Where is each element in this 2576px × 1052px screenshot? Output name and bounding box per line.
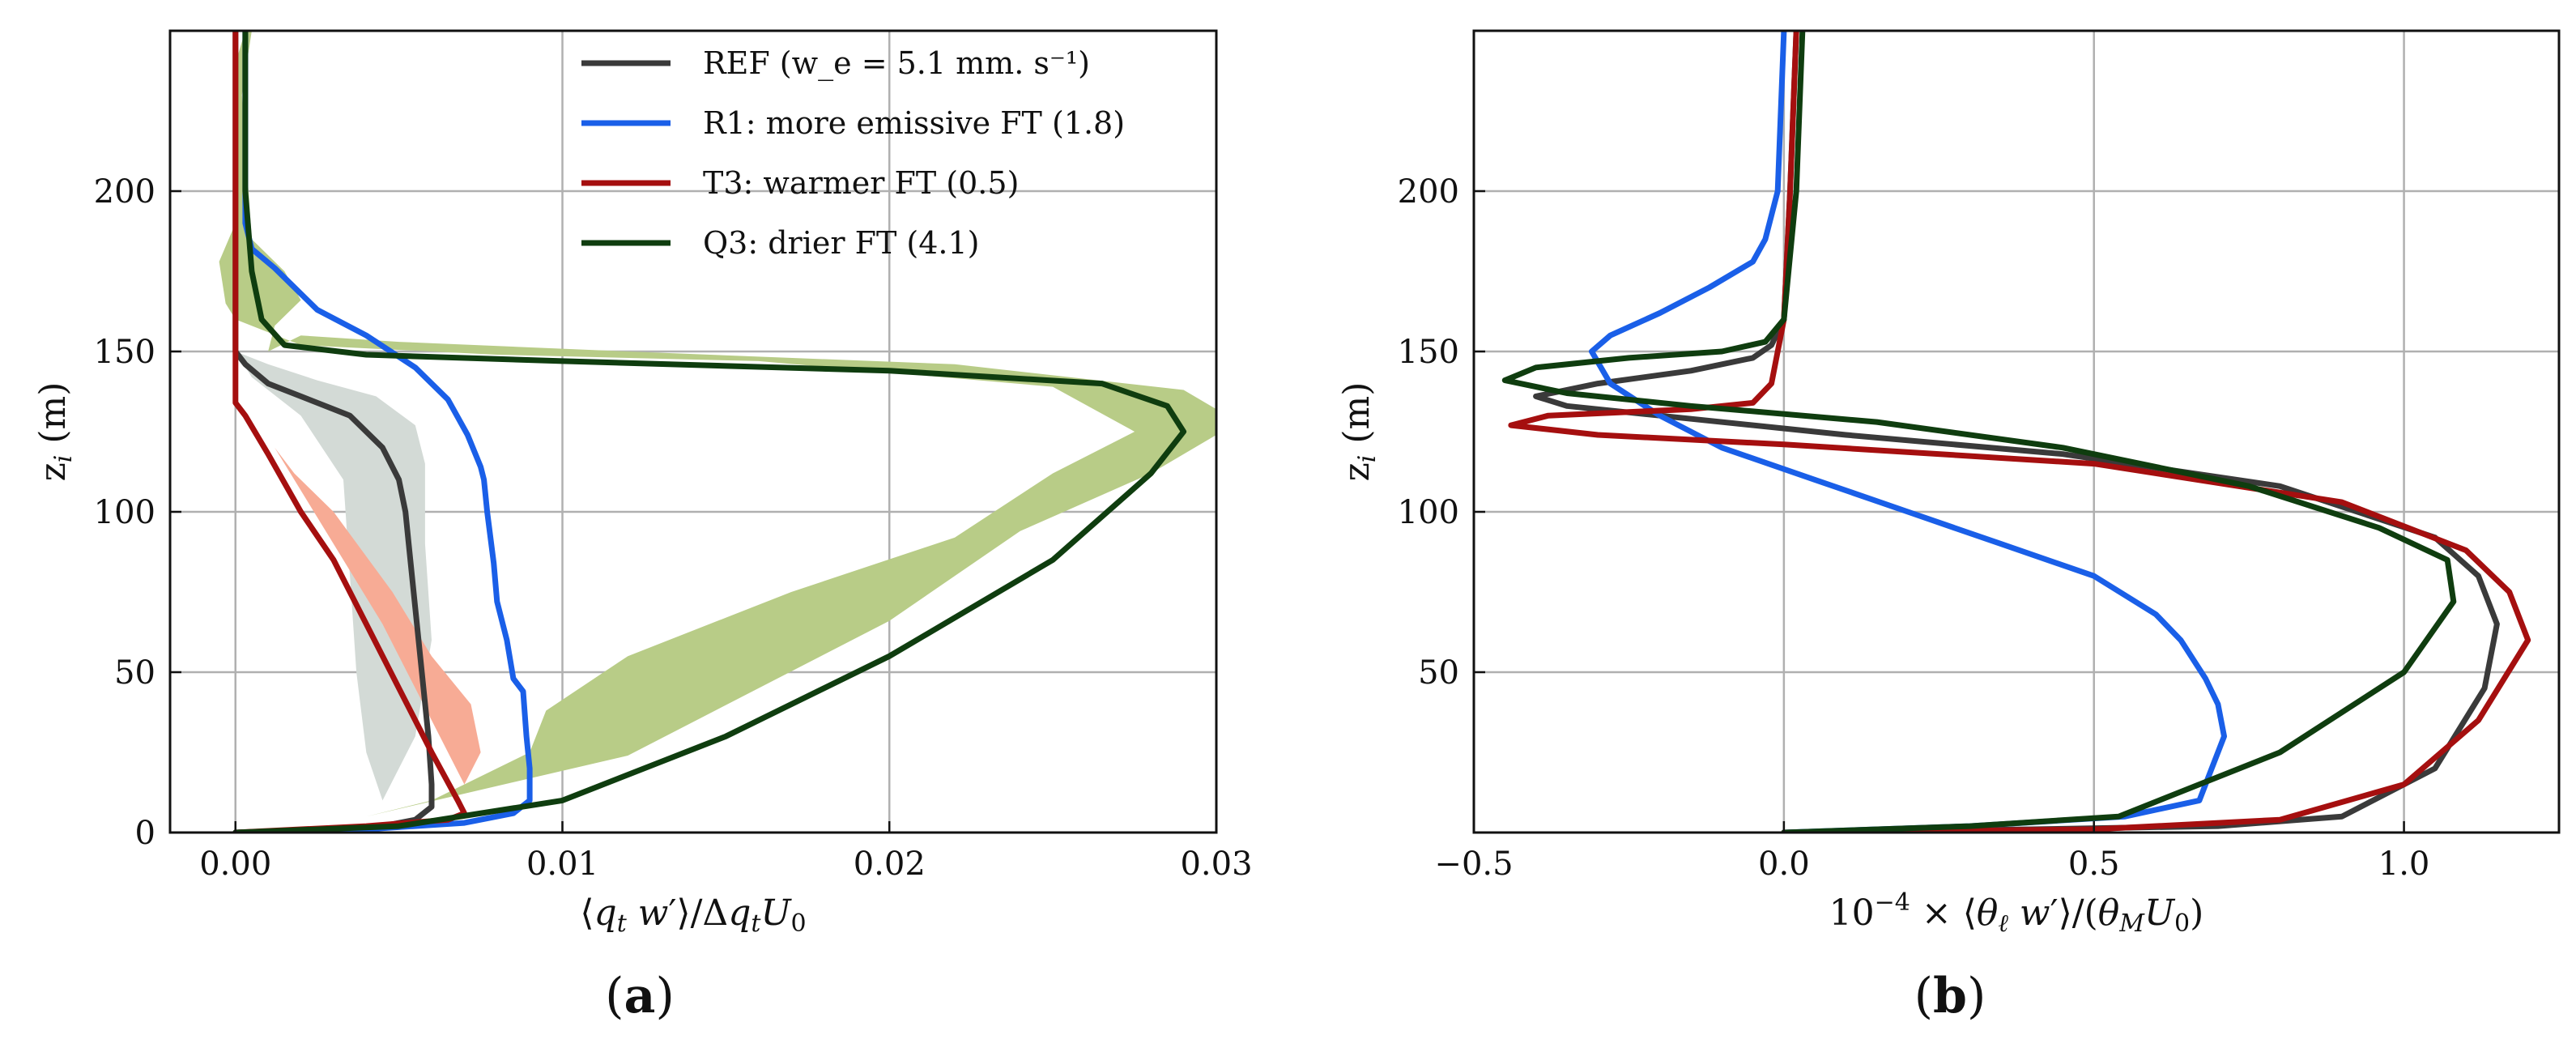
x-tick-label: 0.00 [199, 845, 271, 883]
legend: REF (w_e = 5.1 mm. s⁻¹) R1: more emissive… [581, 45, 1125, 261]
x-tick-label: −0.5 [1434, 845, 1513, 883]
legend-label-q3: Q3: drier FT (4.1) [703, 225, 979, 261]
panel-a: 0.00 0.01 0.02 0.03 0 50 100 150 200 ⟨qt w′⟩/Δqt… [32, 29, 1253, 1024]
series-line-r1 [1589, 31, 2227, 833]
band-t3-spread [275, 447, 481, 785]
panel-a-lines [232, 31, 1187, 833]
panel-a-label: (a) [605, 968, 675, 1024]
y-tick-label: 200 [94, 173, 155, 211]
y-tick-label: 50 [1418, 654, 1459, 692]
panel-a-ticks: 0.00 0.01 0.02 0.03 0 50 100 150 200 [94, 173, 1253, 883]
series-line-ref [232, 31, 435, 833]
x-tick-label: 0.03 [1180, 845, 1252, 883]
x-tick-label: 0.01 [526, 845, 598, 883]
legend-label-r1: R1: more emissive FT (1.8) [703, 105, 1125, 141]
y-tick-label: 100 [94, 494, 155, 531]
band-ref-spread [235, 351, 432, 801]
panel-b-label: (b) [1914, 968, 1986, 1024]
panel-a-xlabel: ⟨qt w′⟩/ΔqtU0 [580, 892, 806, 938]
y-tick-label: 200 [1398, 173, 1459, 211]
panel-b-grid [1472, 31, 2559, 833]
x-tick-label: 0.02 [854, 845, 926, 883]
legend-label-ref: REF (w_e = 5.1 mm. s⁻¹) [703, 45, 1090, 82]
x-tick-label: 1.0 [2378, 845, 2430, 883]
band-q3-spread [219, 31, 1216, 817]
panel-b: −0.5 0.0 0.5 1.0 50 100 150 200 10−4 × ⟨θℓ w′⟩/… [1336, 29, 2561, 1024]
panel-b-lines [1501, 31, 2531, 833]
x-tick-label: 0.5 [2068, 845, 2120, 883]
x-tick-label: 0.0 [1758, 845, 1810, 883]
series-line-t3 [1508, 31, 2531, 833]
series-line-q3 [1501, 31, 2457, 833]
panel-b-ticks: −0.5 0.0 0.5 1.0 50 100 150 200 [1398, 173, 2430, 883]
series-line-r1 [232, 31, 533, 833]
series-line-ref [1533, 31, 2500, 833]
y-tick-label: 150 [94, 334, 155, 371]
panel-b-frame [1472, 29, 2561, 834]
panel-b-xlabel: 10−4 × ⟨θℓ w′⟩/(θMU0) [1829, 888, 2204, 938]
y-tick-label: 0 [135, 815, 155, 852]
series-line-q3 [232, 31, 1187, 833]
y-tick-label: 150 [1398, 334, 1459, 371]
panel-a-ylabel: zi (m) [32, 382, 78, 482]
y-tick-label: 50 [114, 654, 155, 692]
panel-b-ylabel: zi (m) [1336, 382, 1382, 482]
panel-a-bands [219, 31, 1216, 817]
legend-label-t3: T3: warmer FT (0.5) [703, 165, 1019, 201]
panel-a-frame [168, 29, 1218, 834]
y-tick-label: 100 [1398, 494, 1459, 531]
